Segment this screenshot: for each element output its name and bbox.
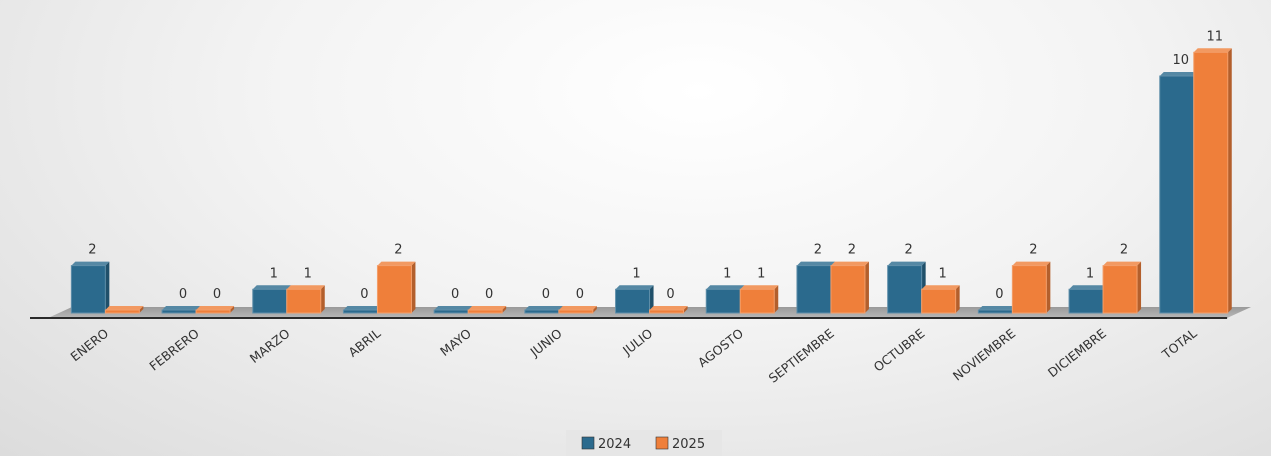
data-label-2025-agosto: 1: [757, 266, 765, 281]
bar-2025-mayo: [467, 306, 507, 314]
category-label-abril: ABRIL: [345, 326, 383, 360]
bar-2025-enero: [104, 306, 144, 314]
legend: 2024 2025: [566, 430, 722, 456]
category-label-total: TOTAL: [1158, 326, 1199, 363]
category-label-septiembre: SEPTIEMBRE: [766, 325, 837, 385]
data-label-2025-abril: 2: [394, 243, 402, 258]
bar-2024-mayo: [433, 306, 473, 314]
bar-2025-total: [1193, 48, 1232, 314]
bars-group: [70, 48, 1232, 314]
data-label-2024-abril: 0: [360, 287, 368, 302]
data-label-2025-marzo: 1: [304, 266, 312, 281]
legend-swatch-2025: [655, 436, 669, 450]
bar-2025-marzo: [286, 285, 325, 314]
data-label-2025-septiembre: 2: [848, 243, 856, 258]
bar-2025-octubre: [921, 285, 960, 314]
data-label-2024-mayo: 0: [451, 287, 459, 302]
legend-swatch-2024: [581, 436, 595, 450]
bar-2025-noviembre: [1011, 261, 1051, 314]
data-label-2025-diciembre: 2: [1120, 243, 1128, 258]
data-label-2024-julio: 1: [632, 266, 640, 281]
bar-2024-agosto: [705, 285, 745, 314]
data-label-2025-mayo: 0: [485, 287, 493, 302]
data-label-2024-enero: 2: [88, 243, 96, 258]
bar-2024-marzo: [252, 285, 291, 314]
data-label-2024-diciembre: 1: [1086, 266, 1094, 281]
category-label-mayo: MAYO: [437, 325, 474, 359]
data-label-2024-marzo: 1: [270, 266, 278, 281]
bar-2024-septiembre: [796, 261, 835, 314]
data-label-2024-febrero: 0: [179, 287, 187, 302]
data-label-2024-total: 10: [1172, 53, 1189, 68]
data-label-2025-febrero: 0: [213, 287, 221, 302]
bar-2024-junio: [524, 306, 563, 314]
category-label-agosto: AGOSTO: [695, 325, 746, 370]
bar-2025-septiembre: [830, 261, 869, 314]
category-label-enero: ENERO: [68, 325, 112, 364]
category-label-junio: JUNIO: [527, 325, 565, 360]
data-label-2024-noviembre: 0: [995, 287, 1003, 302]
category-label-octubre: OCTUBRE: [871, 325, 928, 374]
category-label-febrero: FEBRERO: [146, 325, 202, 373]
data-label-2025-noviembre: 2: [1029, 243, 1037, 258]
legend-label-2024: 2024: [598, 437, 631, 452]
bar-2024-total: [1159, 72, 1198, 314]
bar-2024-febrero: [161, 306, 201, 314]
legend-label-2025: 2025: [672, 437, 705, 452]
bar-2024-diciembre: [1068, 285, 1108, 314]
data-label-2025-julio: 0: [666, 287, 674, 302]
bar-2024-julio: [615, 285, 654, 314]
data-label-2025-total: 11: [1206, 29, 1223, 44]
data-label-2025-junio: 0: [576, 287, 584, 302]
bar-2024-enero: [70, 261, 110, 314]
bar-2025-abril: [376, 261, 416, 314]
data-label-2024-octubre: 2: [905, 243, 913, 258]
data-label-2025-octubre: 1: [939, 266, 947, 281]
bar-2025-diciembre: [1102, 261, 1142, 314]
category-label-julio: JULIO: [619, 325, 655, 358]
data-label-2024-junio: 0: [542, 287, 550, 302]
category-label-diciembre: DICIEMBRE: [1045, 325, 1109, 380]
bar-2024-octubre: [887, 261, 926, 314]
bar-2025-junio: [558, 306, 597, 314]
bar-2024-abril: [342, 306, 382, 314]
bar-2025-julio: [649, 306, 688, 314]
category-label-noviembre: NOVIEMBRE: [950, 325, 1018, 383]
category-labels-group: ENERO FEBRERO MARZO ABRIL MAYO JUNIO JULIO AGOS…: [68, 325, 1200, 385]
data-label-2024-septiembre: 2: [814, 243, 822, 258]
bar-2024-noviembre: [977, 306, 1017, 314]
category-label-marzo: MARZO: [247, 325, 293, 366]
data-label-2024-agosto: 1: [723, 266, 731, 281]
bar-2025-agosto: [739, 285, 779, 314]
bar-2025-febrero: [195, 306, 235, 314]
